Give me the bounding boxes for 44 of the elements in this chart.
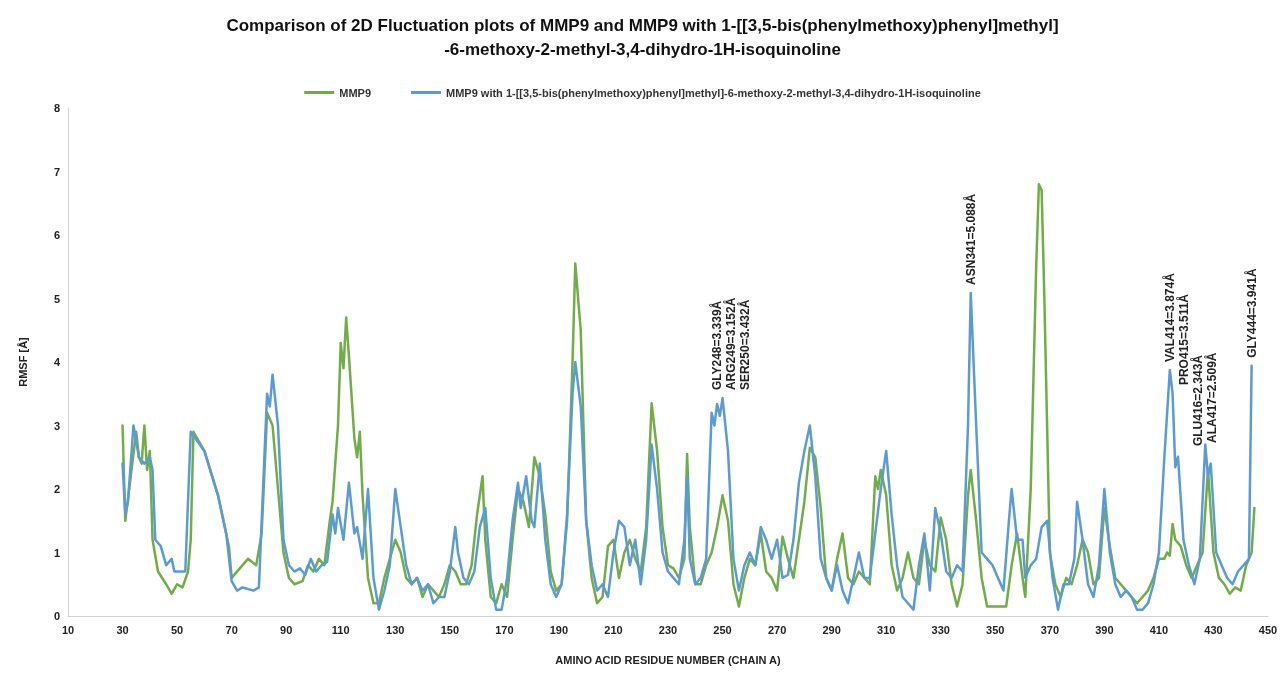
x-tick-label: 310: [877, 623, 896, 636]
y-tick-label: 6: [53, 229, 60, 241]
x-tick-label: 410: [1149, 623, 1169, 636]
y-tick-label: 0: [53, 610, 60, 622]
annotation: GLY444=3.941Å: [1243, 268, 1259, 358]
x-tick-label: 210: [604, 623, 623, 636]
x-axis-title: AMINO ACID RESIDUE NUMBER (CHAIN A): [555, 653, 781, 666]
y-tick-label: 3: [53, 419, 60, 432]
x-tick-label: 170: [495, 623, 514, 636]
x-tick-label: 430: [1204, 623, 1223, 636]
y-tick-label: 4: [53, 356, 61, 368]
x-tick-label: 390: [1095, 623, 1114, 636]
x-tick-label: 270: [767, 623, 787, 636]
x-tick-label: 350: [986, 623, 1005, 636]
chart-title: Comparison of 2D Fluctuation plots of MMP9 and MMP9 with 1-[[3,5-bis(phenylmethoxy)phenyl]methyl]-6-methoxy-2-methyl-3,4-dihydro-1H-isoquinoline: [226, 15, 1059, 59]
x-tick-label: 50: [170, 623, 184, 636]
legend-label: MMP9 with 1-[[3,5-bis(phenylmethoxy)phenyl]methyl]-6-methoxy-2-methyl-3,4-dihydro-1H-isoquinoline: [446, 86, 981, 99]
annotation: VAL414=3.874Å: [1161, 272, 1177, 362]
x-tick-label: 70: [225, 623, 238, 636]
x-tick-label: 330: [931, 623, 950, 636]
y-tick-label: 7: [53, 165, 60, 178]
x-tick-label: 110: [331, 623, 350, 636]
x-tick-label: 10: [61, 623, 75, 636]
x-tick-label: 370: [1040, 623, 1059, 636]
x-tick-label: 190: [549, 623, 569, 636]
y-tick-label: 5: [53, 292, 60, 305]
annotation: GLU416=2.343Å: [1189, 354, 1205, 447]
x-tick-label: 250: [713, 623, 732, 636]
legend-label: MMP9: [339, 86, 371, 99]
x-tick-label: 30: [116, 623, 129, 636]
x-tick-label: 450: [1258, 623, 1278, 636]
x-tick-label: 230: [658, 623, 678, 636]
y-axis-title: RMSF [Å]: [16, 336, 29, 387]
annotation: ALA417=2.509Å: [1203, 352, 1219, 443]
y-tick-label: 8: [53, 102, 60, 114]
x-tick-label: 290: [822, 623, 841, 636]
annotation: PRO415=3.511Å: [1175, 293, 1191, 386]
x-tick-label: 90: [280, 623, 293, 636]
annotation: SER250=3.432Å: [737, 299, 753, 391]
x-tick-label: 150: [440, 623, 459, 636]
annotation: ASN341=5.088Å: [962, 193, 978, 285]
x-tick-label: 130: [386, 623, 405, 636]
y-tick-label: 2: [53, 483, 60, 495]
y-tick-label: 1: [53, 546, 60, 559]
